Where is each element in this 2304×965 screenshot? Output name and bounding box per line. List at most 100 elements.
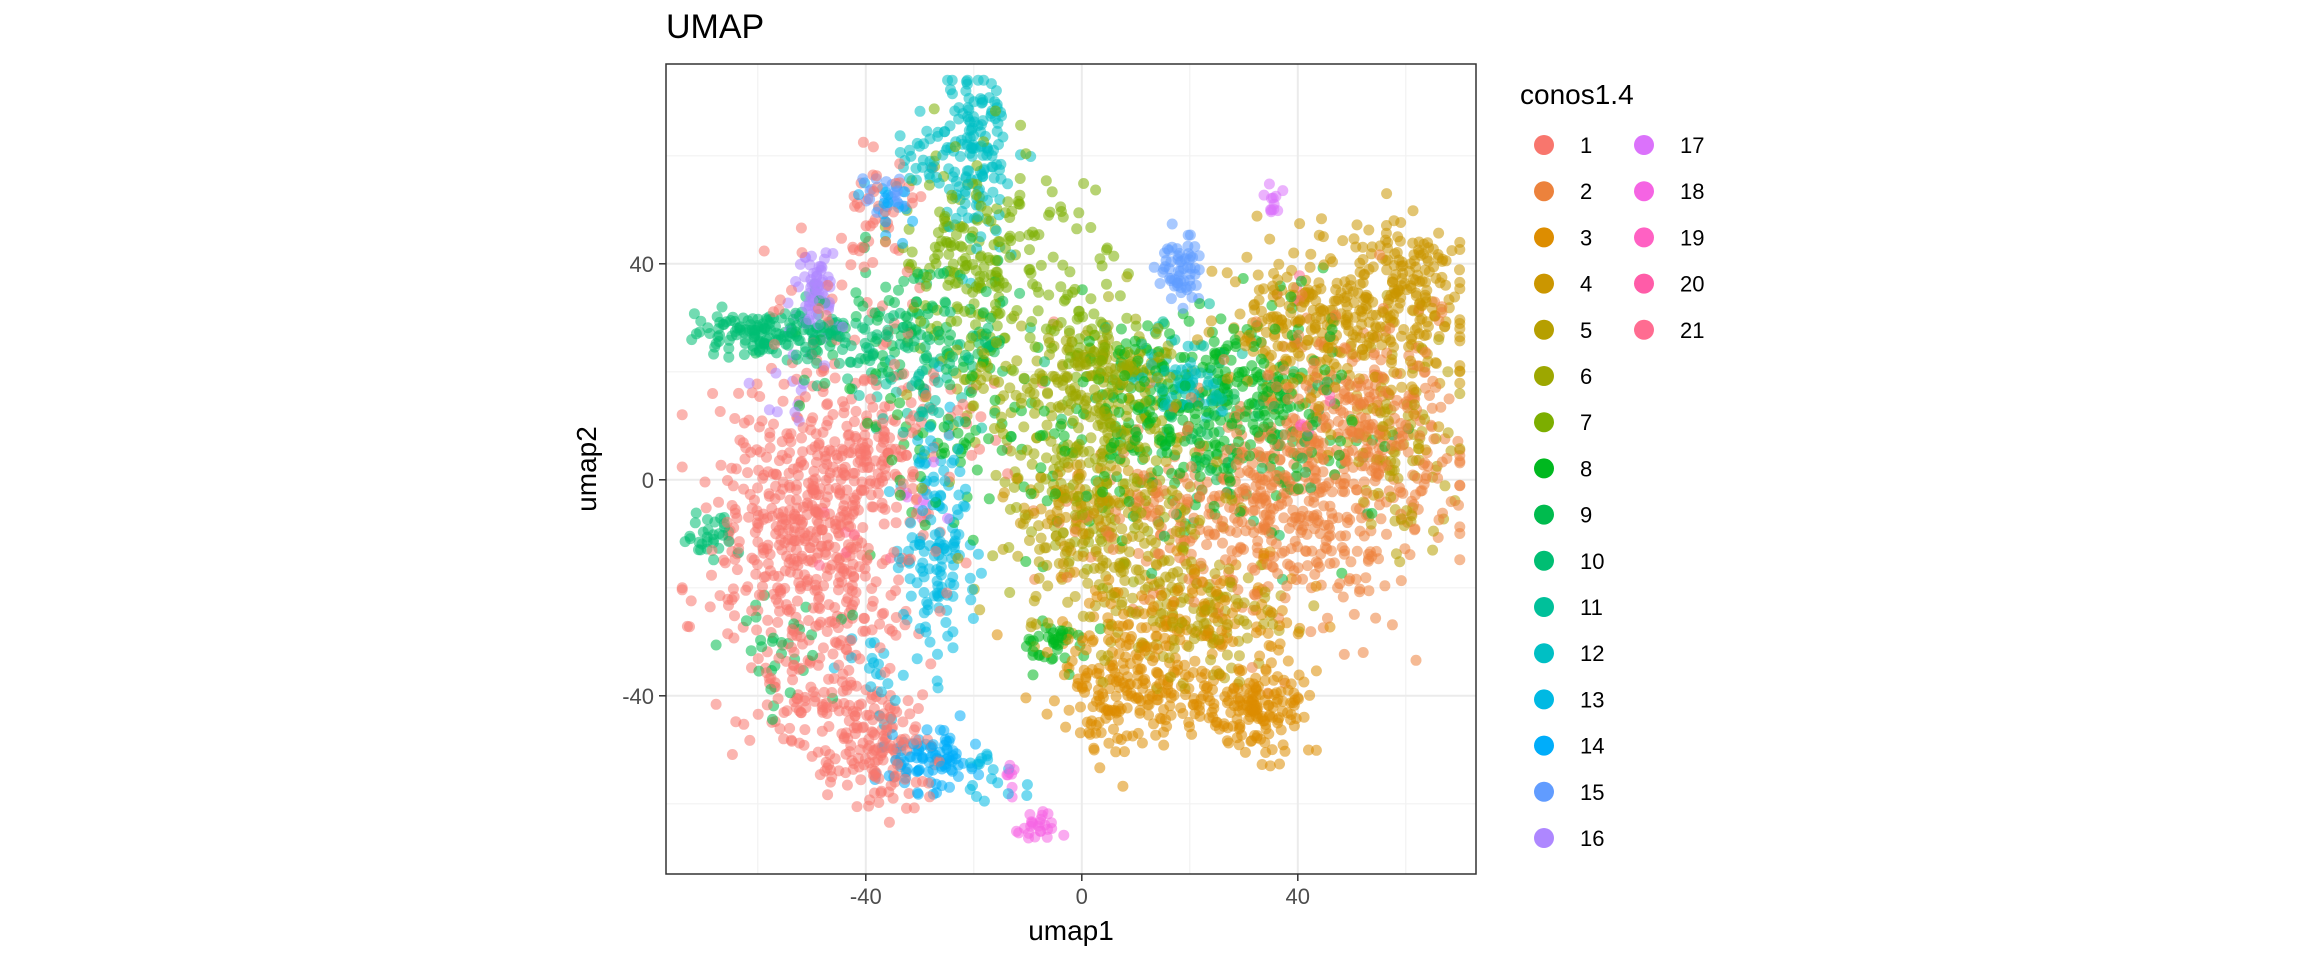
point-cluster-1 (1002, 468, 1013, 479)
point-cluster-1 (727, 749, 738, 760)
point-cluster-7 (1015, 120, 1026, 131)
point-cluster-1 (915, 191, 926, 202)
point-cluster-5 (1220, 493, 1231, 504)
point-cluster-1 (760, 571, 771, 582)
point-cluster-5 (1144, 478, 1155, 489)
point-cluster-1 (834, 639, 845, 650)
point-cluster-1 (859, 613, 870, 624)
point-cluster-4 (1359, 350, 1370, 361)
point-cluster-12 (915, 106, 926, 117)
point-cluster-4 (1249, 299, 1260, 310)
point-cluster-3 (1093, 690, 1104, 701)
point-cluster-1 (792, 693, 803, 704)
point-cluster-6 (975, 361, 986, 372)
point-cluster-3 (1111, 691, 1122, 702)
point-cluster-3 (1133, 728, 1144, 739)
point-cluster-1 (854, 653, 865, 664)
point-cluster-1 (868, 502, 879, 513)
point-cluster-4 (999, 487, 1010, 498)
point-cluster-3 (1208, 698, 1219, 709)
point-cluster-5 (1116, 523, 1127, 534)
point-cluster-2 (1285, 560, 1296, 571)
point-cluster-7 (930, 242, 941, 253)
point-cluster-8 (1244, 399, 1255, 410)
point-cluster-4 (1337, 235, 1348, 246)
point-cluster-1 (866, 583, 877, 594)
point-cluster-4 (1262, 313, 1273, 324)
point-cluster-2 (1262, 370, 1273, 381)
point-cluster-5 (1041, 542, 1052, 553)
point-cluster-6 (1004, 587, 1015, 598)
point-cluster-8 (1055, 421, 1066, 432)
point-cluster-3 (1311, 665, 1322, 676)
point-cluster-2 (1369, 462, 1380, 473)
point-cluster-3 (1304, 690, 1315, 701)
point-cluster-8 (953, 428, 964, 439)
point-cluster-2 (1215, 521, 1226, 532)
point-cluster-9 (768, 633, 779, 644)
point-cluster-11 (963, 352, 974, 363)
point-cluster-13 (1021, 790, 1032, 801)
point-cluster-2 (1397, 431, 1408, 442)
point-cluster-4 (1405, 356, 1416, 367)
point-cluster-5 (1075, 459, 1086, 470)
point-cluster-1 (890, 770, 901, 781)
point-cluster-1 (742, 467, 753, 478)
point-cluster-2 (1427, 403, 1438, 414)
point-cluster-1 (873, 431, 884, 442)
point-cluster-9 (1200, 454, 1211, 465)
point-cluster-1 (868, 141, 879, 152)
point-cluster-2 (1422, 461, 1433, 472)
point-cluster-6 (996, 412, 1007, 423)
point-cluster-3 (1042, 709, 1053, 720)
point-cluster-4 (1454, 264, 1465, 275)
point-cluster-7 (1064, 266, 1075, 277)
point-cluster-10 (919, 354, 930, 365)
point-cluster-13 (876, 686, 887, 697)
point-cluster-1 (829, 436, 840, 447)
point-cluster-5 (1151, 559, 1162, 570)
point-cluster-10 (694, 327, 705, 338)
point-cluster-2 (1437, 457, 1448, 468)
point-cluster-2 (1409, 524, 1420, 535)
point-cluster-14 (853, 189, 864, 200)
point-cluster-7 (1085, 222, 1096, 233)
point-cluster-1 (799, 724, 810, 735)
point-cluster-1 (849, 416, 860, 427)
point-cluster-2 (1444, 393, 1455, 404)
point-cluster-6 (1046, 436, 1057, 447)
point-cluster-3 (1060, 722, 1071, 733)
point-cluster-3 (1088, 635, 1099, 646)
point-cluster-1 (784, 723, 795, 734)
point-cluster-15 (857, 173, 868, 184)
point-cluster-1 (751, 625, 762, 636)
point-cluster-1 (729, 554, 740, 565)
point-cluster-2 (1289, 512, 1300, 523)
point-cluster-4 (1430, 273, 1441, 284)
point-cluster-3 (1132, 654, 1143, 665)
point-cluster-2 (1281, 580, 1292, 591)
point-cluster-3 (1042, 647, 1053, 658)
point-cluster-1 (819, 687, 830, 698)
point-cluster-4 (1384, 334, 1395, 345)
point-cluster-14 (912, 787, 923, 798)
point-cluster-10 (717, 302, 728, 313)
point-cluster-1 (787, 624, 798, 635)
point-cluster-13 (929, 491, 940, 502)
point-cluster-7 (1078, 178, 1089, 189)
point-cluster-8 (1233, 436, 1244, 447)
point-cluster-4 (1439, 321, 1450, 332)
point-cluster-10 (684, 531, 695, 542)
point-cluster-4 (1367, 310, 1378, 321)
point-cluster-3 (1166, 601, 1177, 612)
point-cluster-3 (1254, 651, 1265, 662)
point-cluster-12 (895, 130, 906, 141)
point-cluster-13 (973, 549, 984, 560)
point-cluster-1 (732, 564, 743, 575)
point-cluster-2 (1197, 485, 1208, 496)
point-cluster-13 (950, 536, 961, 547)
point-cluster-9 (938, 268, 949, 279)
point-cluster-8 (1142, 320, 1153, 331)
point-cluster-12 (951, 213, 962, 224)
point-cluster-9 (819, 378, 830, 389)
